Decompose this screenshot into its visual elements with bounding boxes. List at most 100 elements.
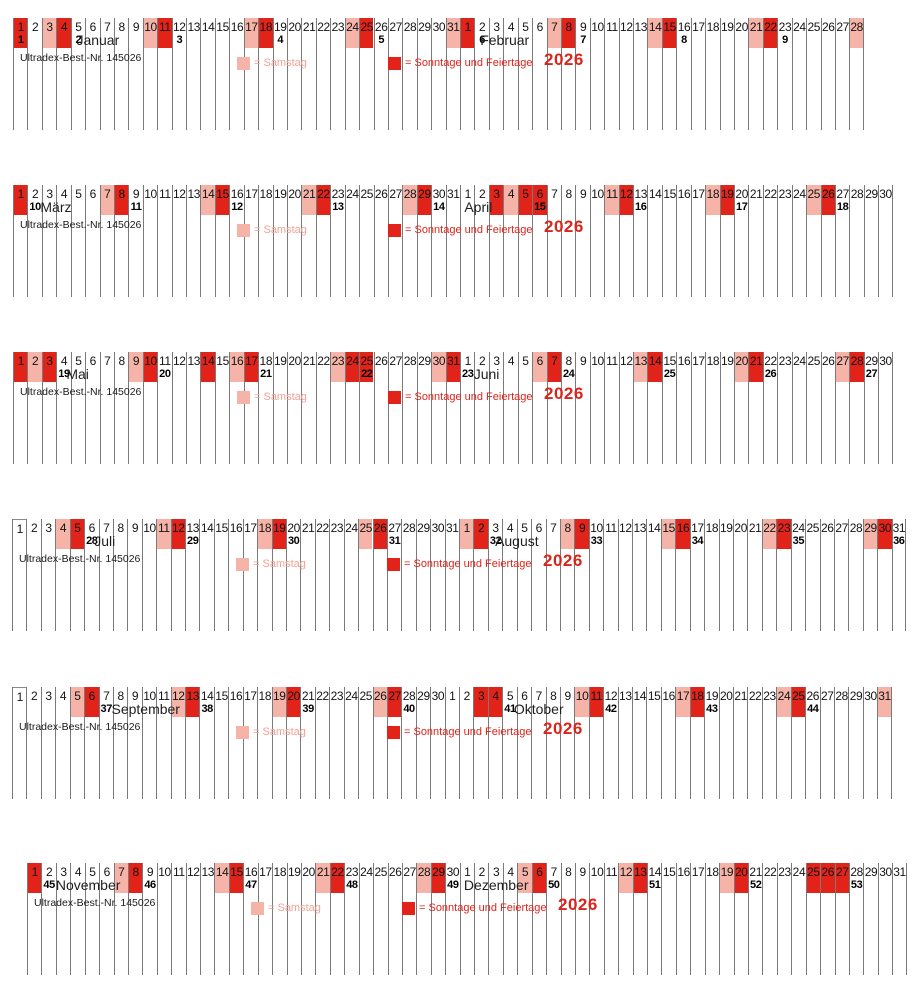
week-number: 45 (43, 879, 55, 891)
day-number: 15 (647, 689, 661, 703)
day-cell: 19 (274, 185, 287, 215)
day-cell: 20 (288, 18, 301, 48)
month-label: Februar (480, 32, 530, 48)
day-cell: 17 (245, 185, 258, 215)
day-number: 28 (850, 354, 864, 368)
day-column: 27 (819, 687, 834, 799)
day-cell: 31 (878, 687, 891, 717)
day-number: 11 (158, 521, 170, 535)
day-cell: 14 38 (200, 687, 214, 717)
day-number: 28 (850, 20, 863, 34)
week-number: 7 (580, 34, 586, 46)
day-column: 28 (849, 352, 864, 464)
sunday-legend-label: = Sonntage und Feiertage (405, 57, 533, 69)
day-number: 23 (778, 20, 792, 34)
day-column: 19 (719, 18, 734, 130)
day-cell: 28 40 (402, 687, 416, 717)
day-cell: 22 (316, 185, 331, 215)
day-number: 10 (144, 20, 157, 34)
day-cell: 9 (128, 687, 141, 717)
day-column: 30 14 (431, 185, 446, 297)
day-column: 9 (128, 18, 142, 130)
day-number: 3 (492, 521, 499, 535)
day-number: 4 (507, 865, 514, 879)
day-column: 2 (26, 519, 40, 631)
day-cell: 16 (677, 352, 691, 382)
day-cell: 2 45 (42, 863, 55, 893)
week-number: 28 (86, 535, 98, 547)
day-number: 1 (464, 354, 472, 368)
day-column: 23 (330, 18, 345, 130)
day-column: 12 (617, 519, 632, 631)
day-number: 17 (691, 865, 705, 879)
day-number: 5 (75, 20, 82, 34)
day-column: 4 19 (56, 352, 70, 464)
day-column: 18 (704, 519, 719, 631)
day-number: 29 (417, 521, 430, 535)
day-cell: 21 (301, 519, 315, 549)
day-column: 10 (574, 687, 589, 799)
day-column: 7 (546, 185, 561, 297)
day-column: 13 (632, 863, 648, 975)
day-cell: 28 (403, 185, 417, 215)
day-cell: 3 (43, 185, 56, 215)
day-cell: 6 (86, 185, 99, 215)
day-column: 28 53 (848, 863, 863, 975)
day-number: 17 (244, 521, 257, 535)
day-column: 19 43 (704, 687, 719, 799)
day-cell: 1 (461, 18, 475, 48)
day-cell: 26 5 (375, 18, 388, 48)
day-cell: 1 (446, 687, 459, 717)
day-column: 11 (604, 185, 619, 297)
day-number: 20 (735, 865, 748, 879)
day-column: 5 (70, 352, 85, 464)
week-number: 3 (176, 34, 183, 46)
day-number: 3 (493, 187, 500, 201)
day-column: 5 (70, 185, 85, 297)
day-cell: 26 (821, 519, 834, 549)
year-label: 2026 (543, 719, 583, 738)
day-number: 15 (662, 865, 676, 879)
day-cell: 27 (835, 863, 849, 893)
day-number: 22 (764, 354, 777, 368)
day-cell: 29 (418, 18, 431, 48)
day-cell: 13 (619, 687, 632, 717)
day-column: 11 (157, 18, 172, 130)
day-column: 21 52 (748, 863, 762, 975)
day-number: 14 (200, 521, 214, 535)
day-number: 20 (288, 187, 301, 201)
day-number: 10 (144, 187, 157, 201)
day-number: 3 (478, 689, 485, 703)
day-number: 10 (591, 187, 604, 201)
day-column: 16 (676, 352, 691, 464)
day-column: 30 (431, 18, 446, 130)
day-cell: 19 (272, 519, 286, 549)
day-cell: 16 (676, 519, 690, 549)
day-column: 23 (776, 519, 791, 631)
day-column: 11 (604, 352, 618, 464)
day-cell: 29 (865, 185, 878, 215)
day-column: 8 (113, 352, 128, 464)
day-number: 2 (479, 20, 486, 34)
saturday-legend-swatch (237, 224, 250, 237)
day-cell: 18 (258, 519, 272, 549)
day-cell: 25 (807, 18, 821, 48)
day-number: 26 (388, 865, 402, 879)
day-column: 6 (532, 18, 546, 130)
day-number: 17 (676, 689, 690, 703)
day-number: 13 (187, 20, 201, 34)
day-cell: 18 (706, 352, 720, 382)
day-cell: 4 (71, 863, 84, 893)
day-cell: 30 (864, 687, 877, 717)
day-column: 30 49 (445, 863, 460, 975)
day-number: 19 (273, 354, 287, 368)
day-column: 18 (689, 687, 705, 799)
day-column: 19 (272, 185, 287, 297)
sunday-legend-swatch (387, 558, 400, 571)
day-cell: 24 (793, 185, 806, 215)
day-column: 21 (315, 863, 330, 975)
day-column: 28 (849, 18, 864, 130)
day-column: 25 (806, 18, 820, 130)
